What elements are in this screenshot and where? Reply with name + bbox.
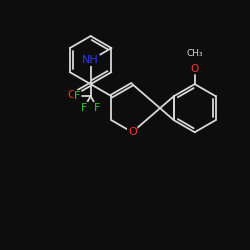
Text: F: F [94,102,100,113]
Text: F: F [81,102,87,113]
Text: O: O [128,127,137,137]
Text: NH: NH [82,55,99,65]
Text: O: O [190,64,199,74]
Text: O: O [68,90,76,100]
Text: CH₃: CH₃ [186,49,203,58]
Text: F: F [74,91,80,101]
